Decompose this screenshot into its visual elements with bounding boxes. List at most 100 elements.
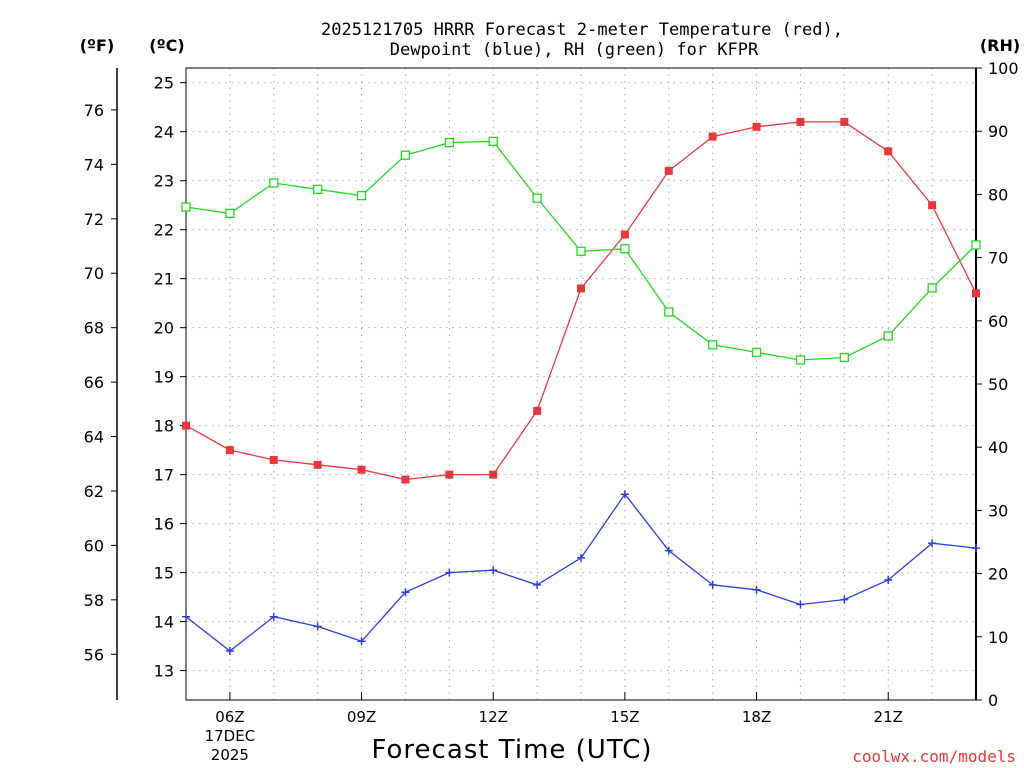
dewpoint-point [708,580,717,589]
rh-point [839,352,849,363]
fahrenheit-tick-label: 70 [84,264,104,283]
celsius-tick-label: 25 [154,74,174,93]
temperature-point [489,470,498,479]
rh-point [532,193,542,203]
dewpoint-point [884,575,893,584]
dewpoint-point [840,595,849,604]
rh-point [708,340,718,350]
x-tick-label: 06Z [215,708,244,726]
fahrenheit-tick-label: 60 [84,536,104,555]
x-year-label: 2025 [211,746,249,764]
rh-point [751,347,762,358]
temperature-point [313,460,322,469]
dewpoint-point [533,580,542,589]
temperature-point [752,122,761,131]
x-tick-label: 15Z [610,708,639,726]
temperature-point [269,455,278,464]
dewpoint-point [445,568,454,577]
fahrenheit-tick-label: 76 [84,101,104,120]
celsius-tick-label: 16 [154,515,174,534]
temperature-point [401,475,410,484]
temperature-point [533,406,542,415]
temperature-point [928,201,937,210]
dewpoint-point [182,612,190,621]
x-tick-label: 09Z [347,708,376,726]
rh-point [883,331,893,341]
temperature-point [577,284,585,293]
temperature-point [840,117,849,126]
dewpoint-point [928,539,937,548]
rh-tick-label: 40 [988,438,1008,457]
rh-point [971,240,981,250]
dewpoint-point [225,647,234,656]
rh-tick-label: 90 [988,122,1008,141]
celsius-tick-label: 20 [154,319,174,338]
x-axis-label: Forecast Time (UTC) [371,735,652,765]
dewpoint-point [401,588,410,597]
celsius-tick-label: 21 [154,270,174,289]
dewpoint-point [664,546,673,555]
rh-point [356,191,367,201]
rh-tick-label: 100 [988,59,1019,78]
temperature-point [664,166,673,175]
celsius-tick-label: 18 [154,417,174,436]
axes: 13 14 15 16 17 18 19 20 21 22 23 24 25 56 58 60 62 64 66 68… [84,59,1019,764]
fahrenheit-tick-label: 58 [84,591,104,610]
fahrenheit-tick-label: 56 [84,645,104,664]
rh-tick-label: 20 [988,565,1008,584]
rh-point [269,178,279,188]
rh-tick-label: 50 [988,375,1008,394]
rh-tick-label: 0 [988,691,998,710]
rh-tick-label: 10 [988,628,1008,647]
dewpoint-point [752,585,761,594]
fahrenheit-tick-label: 68 [84,319,104,338]
fahrenheit-unit-label: (ºF) [80,36,115,55]
dewpoint-point [489,566,498,575]
rh-tick-label: 80 [988,185,1008,204]
temperature-point [620,230,629,239]
grid-lines [186,68,976,700]
chart-subtitle: Dewpoint (blue), RH (green) for KFPR [390,40,759,60]
celsius-tick-label: 22 [154,221,174,240]
rh-point [225,208,235,219]
temperature-point [225,446,234,455]
dewpoint-point [972,544,980,553]
rh-point [400,150,411,160]
celsius-tick-label: 19 [154,368,174,387]
rh-point [664,307,674,317]
dewpoint-point [357,637,366,646]
dewpoint-point [620,490,629,499]
rh-point [620,244,630,254]
celsius-tick-label: 24 [154,123,174,142]
rh-tick-label: 60 [988,312,1008,331]
fahrenheit-tick-label: 62 [84,482,104,501]
x-date-label: 17DEC [205,727,256,745]
fahrenheit-tick-label: 74 [84,155,104,174]
data-series [181,117,981,656]
temperature-point [708,132,717,141]
x-tick-label: 18Z [742,708,771,726]
x-tick-label: 21Z [874,708,903,726]
fahrenheit-tick-label: 64 [84,428,104,447]
celsius-tick-label: 14 [154,613,174,632]
dewpoint-point [796,600,805,609]
rh-point [795,355,806,365]
source-credit: coolwx.com/models [852,747,1016,766]
temperature-point [445,470,454,479]
fahrenheit-tick-label: 72 [84,210,104,229]
dewpoint-point [269,612,278,621]
temperature-point [796,117,805,126]
rh-point [181,202,191,212]
temperature-point [884,147,893,156]
celsius-unit-label: (ºC) [149,36,184,55]
temperature-point [182,421,190,430]
dewpoint-point [313,622,322,631]
temperature-point [972,289,980,298]
rh-tick-label: 30 [988,501,1008,520]
rh-point [927,283,937,293]
x-tick-label: 12Z [479,708,508,726]
celsius-tick-label: 17 [154,466,174,485]
celsius-tick-label: 15 [154,564,174,583]
rh-tick-label: 70 [988,249,1008,268]
